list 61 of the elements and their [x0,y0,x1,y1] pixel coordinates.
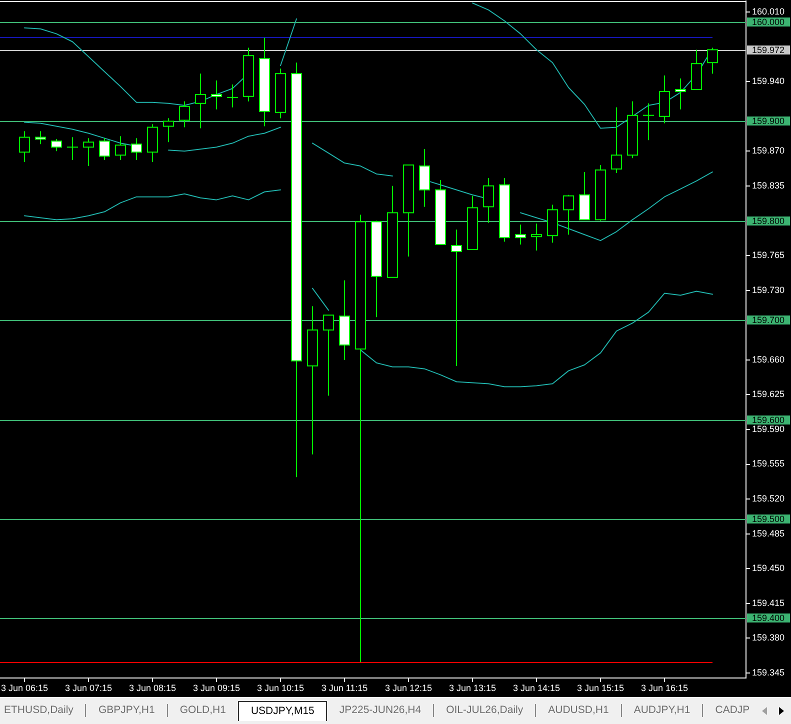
y-tick-label: 159.870 [752,146,785,156]
x-tick-label: 3 Jun 16:15 [640,682,688,693]
ref-line-label: 159.500 [752,514,785,524]
candlestick [323,314,334,396]
y-tick-label: 159.590 [752,424,785,434]
x-tick-label: 3 Jun 12:15 [384,682,432,693]
y-tick-label: 159.450 [752,563,785,574]
ref-line-label: 159.900 [752,116,785,126]
candlestick [563,194,574,236]
candlestick [51,138,62,152]
candlestick [99,138,110,161]
candlestick [515,224,526,246]
candlestick [115,136,126,161]
y-tick-label: 159.940 [752,76,785,86]
candlestick [451,229,462,366]
y-tick-label: 159.555 [752,458,785,469]
x-tick-label: 3 Jun 11:15 [321,682,368,693]
ref-line-label: 159.600 [752,414,785,425]
x-tick-label: 3 Jun 14:15 [512,682,560,693]
x-tick-label: 3 Jun 10:15 [256,682,304,693]
y-tick-label: 159.765 [752,250,785,260]
y-tick-label: 159.415 [752,598,785,608]
x-tick-label: 3 Jun 07:15 [64,682,112,693]
x-tick-label: 3 Jun 06:15 [0,682,48,693]
tab-bar: ETHUSD,Daily GBPJPY,H1 GOLD,H1 USDJPY,M15 JP225-JUN26,H4 OIL-JUL26,Daily AUDUSD,H1 AUDJPY,H1 CADJP [0,697,791,724]
candlestick [531,223,542,252]
x-tick-label: 3 Jun 15:15 [576,682,624,693]
x-tick-label: 3 Jun 08:15 [128,682,176,693]
y-tick-label: 159.660 [752,354,785,364]
x-tick-label: 3 Jun 09:15 [192,682,240,693]
candlestick [195,73,206,129]
candlestick [675,78,686,110]
candlestick [179,100,190,128]
candlestick [707,47,718,74]
candlestick [163,118,174,143]
candlestick [226,84,238,108]
candlestick [19,130,30,163]
candlestick [419,148,430,208]
tab: USDJPY,M15 [238,700,328,720]
ref-line-label: 159.400 [752,612,785,623]
candlestick [131,138,142,161]
ref-line-label: 159.972 [752,44,785,55]
x-tick-label: 3 Jun 13:15 [448,682,496,693]
y-tick-label: 160.010 [752,6,785,16]
candlestick [83,138,94,167]
y-tick-label: 159.520 [752,494,785,504]
candlestick [211,80,222,110]
y-tick-label: 159.345 [752,668,785,678]
ref-line-label: 159.700 [752,314,785,325]
candlestick [611,106,622,174]
y-tick-label: 159.730 [752,284,785,295]
candlestick [483,177,494,224]
y-tick-label: 159.625 [752,389,785,400]
ref-line-label: 159.800 [752,216,785,226]
candlestick [642,102,654,141]
y-tick-label: 159.835 [752,180,785,190]
ref-line-label: 160.000 [752,16,785,27]
candlestick [66,136,78,161]
candlestick [35,130,46,145]
y-tick-label: 159.485 [752,528,785,538]
y-tick-label: 159.380 [752,632,785,643]
